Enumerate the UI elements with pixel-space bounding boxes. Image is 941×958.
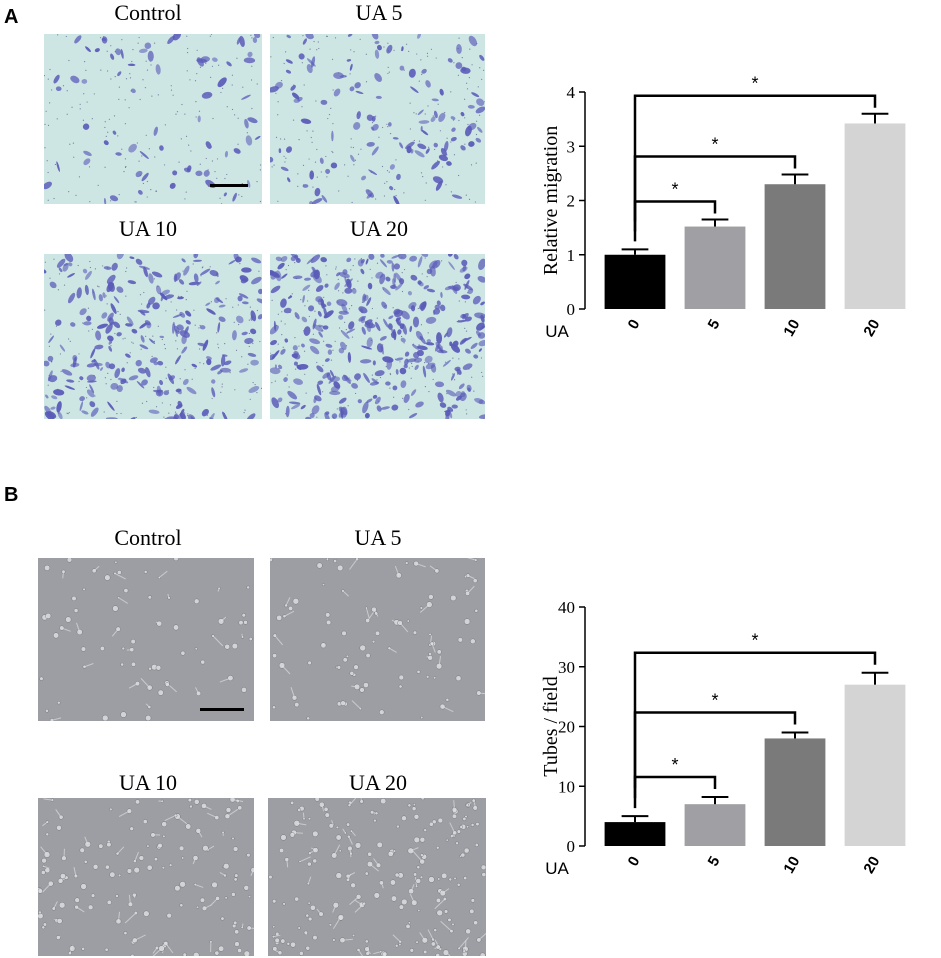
image-label-ua5-a: UA 5 (355, 0, 403, 25)
image-label-ua5-b: UA 5 (354, 525, 402, 550)
x-tick-label-a-5: 5 (705, 317, 724, 333)
scale-bar-b (200, 708, 244, 711)
y-tick-label-a-1: 1 (567, 246, 576, 265)
y-axis-label-a: Relative migration (540, 126, 562, 275)
y-tick-label-a-0: 0 (567, 300, 576, 319)
micrograph-ua20-a (270, 254, 485, 419)
x-tick-label-a-0: 0 (625, 317, 644, 333)
micrograph-control-a (44, 34, 262, 204)
y-axis-label-b: Tubes / field (540, 676, 562, 776)
image-label-ua10-b: UA 10 (118, 770, 178, 795)
significance-star-b-20: * (751, 631, 758, 651)
image-label-ua10-a: UA 10 (118, 216, 178, 241)
scale-bar-a (210, 184, 248, 187)
significance-bracket-b-20 (633, 651, 877, 789)
y-tick-label-b-1: 10 (558, 777, 575, 796)
micrograph-ua10-a (44, 254, 262, 419)
significance-star-b-10: * (711, 690, 718, 710)
significance-star-b-5: * (671, 755, 678, 775)
x-tick-label-b-20: 20 (860, 854, 883, 877)
x-tick-label-a-20: 20 (860, 317, 883, 340)
chart-relative-migration: 0 1 2 3 4 Relative migration UA 0 5 10 20 * * * (540, 74, 906, 341)
micrograph-ua10-b (38, 798, 254, 956)
panel-letter-a: A (4, 6, 19, 28)
image-label-control-b: Control (114, 525, 182, 550)
image-label-ua20-b: UA 20 (348, 770, 408, 795)
bar-a-5 (684, 226, 746, 309)
x-tick-label-b-0: 0 (625, 854, 644, 870)
x-prefix-label-a: UA (545, 322, 569, 341)
chart-tubes-per-field: 0 10 20 30 40 Tubes / field UA 0 5 10 20 * * * (540, 598, 906, 878)
y-tick-label-b-2: 20 (558, 718, 575, 737)
y-tick-label-a-4: 4 (567, 83, 576, 102)
y-tick-label-b-0: 0 (567, 837, 576, 856)
significance-star-a-10: * (711, 134, 718, 154)
significance-star-a-5: * (671, 179, 678, 199)
bar-a-10 (764, 184, 826, 309)
bar-b-5 (684, 804, 746, 846)
y-tick-label-a-3: 3 (567, 137, 576, 156)
bar-b-0 (604, 822, 666, 846)
significance-bracket-b-5 (633, 775, 717, 809)
image-label-ua20-a: UA 20 (349, 216, 409, 241)
y-tick-label-b-4: 40 (558, 598, 575, 617)
x-tick-label-b-10: 10 (780, 854, 803, 877)
panel-letter-b: B (4, 484, 19, 506)
bar-a-20 (844, 123, 906, 309)
image-label-control-a: Control (114, 0, 182, 25)
x-tick-label-a-10: 10 (780, 317, 803, 340)
bar-b-10 (764, 738, 826, 846)
x-prefix-label-b: UA (545, 859, 569, 878)
micrograph-ua5-a (270, 34, 485, 204)
y-tick-label-a-2: 2 (567, 192, 576, 211)
micrograph-control-b (38, 558, 254, 721)
bar-b-20 (844, 684, 906, 846)
y-tick-label-b-3: 30 (558, 658, 575, 677)
significance-bracket-a-20 (633, 94, 877, 222)
bar-a-0 (604, 254, 666, 309)
micrograph-ua20-b (268, 798, 486, 956)
significance-star-a-20: * (751, 74, 758, 94)
micrograph-ua5-b (270, 558, 485, 721)
x-tick-label-b-5: 5 (705, 854, 724, 870)
